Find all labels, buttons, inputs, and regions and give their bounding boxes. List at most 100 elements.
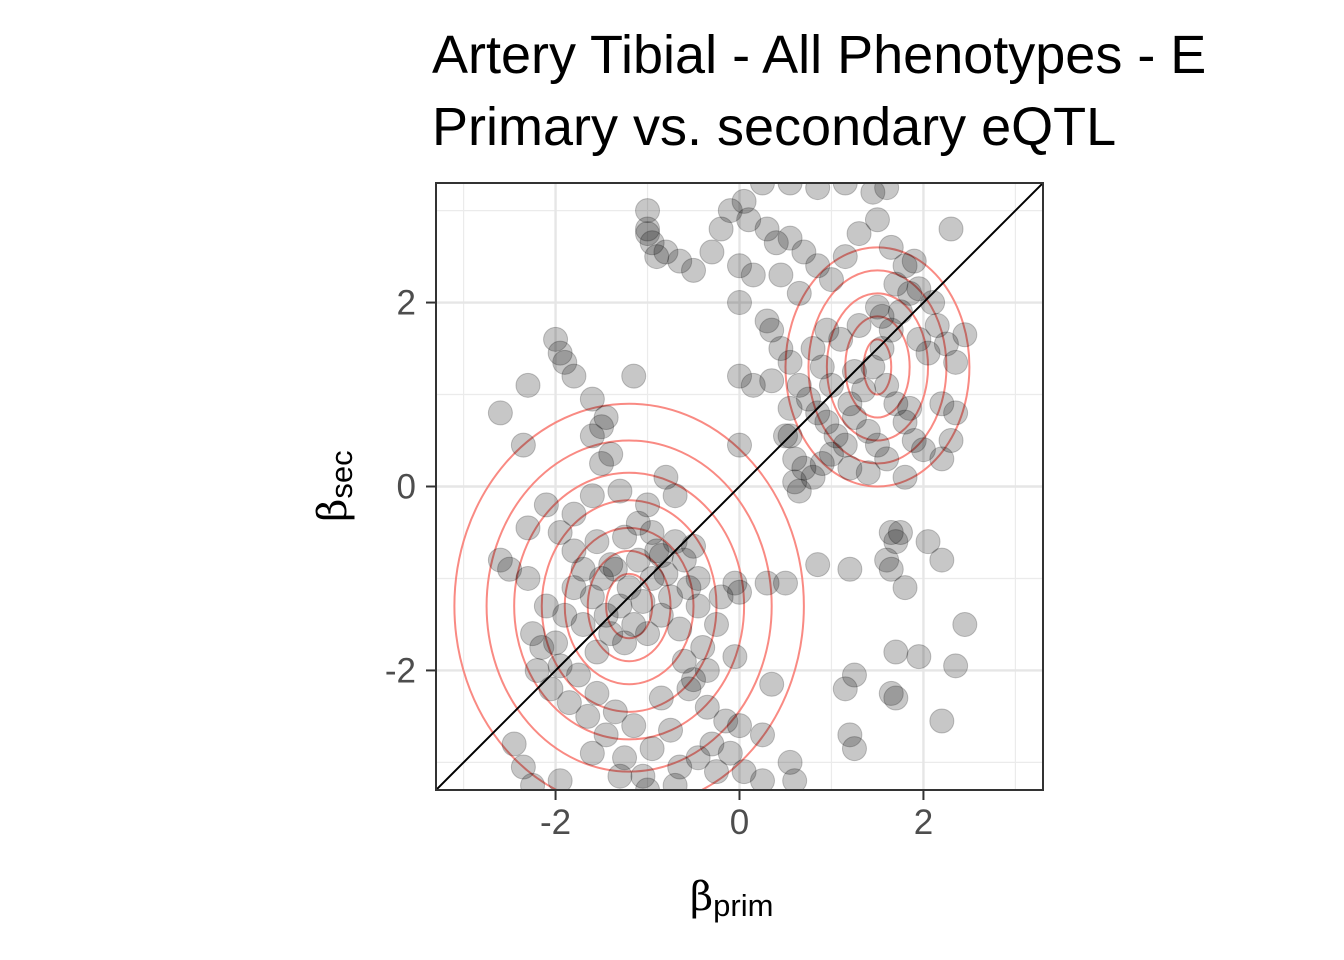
y-axis: -2 0 2: [385, 284, 436, 690]
data-point: [952, 611, 978, 637]
data-point: [846, 221, 872, 247]
data-point: [943, 400, 969, 426]
data-point: [883, 391, 909, 417]
data-point: [828, 326, 854, 352]
density-contour: [563, 526, 695, 686]
data-point: [547, 768, 573, 790]
data-point: [681, 533, 707, 559]
data-point: [561, 501, 587, 527]
data-point: [906, 326, 932, 352]
data-point: [639, 565, 665, 591]
data-point: [727, 290, 752, 316]
data-point: [754, 216, 780, 242]
data-point: [943, 653, 969, 679]
data-point: [561, 538, 587, 564]
data-point: [777, 749, 803, 775]
data-point: [777, 349, 803, 375]
data-point: [598, 552, 624, 578]
data-point: [800, 336, 826, 362]
data-point: [749, 183, 775, 196]
data-point: [704, 759, 730, 785]
data-point: [667, 754, 693, 780]
data-point: [658, 584, 684, 610]
data-point: [832, 244, 858, 270]
density-contour: [586, 549, 672, 663]
data-point: [883, 529, 909, 555]
data-point: [621, 611, 647, 637]
data-point: [547, 519, 573, 545]
data-point: [533, 593, 559, 619]
data-point: [515, 515, 541, 541]
data-point: [515, 565, 541, 591]
data-point: [759, 368, 785, 394]
data-point: [869, 336, 895, 362]
data-point: [851, 377, 877, 403]
data-point: [883, 639, 909, 665]
density-contour: [605, 572, 654, 640]
data-point: [681, 257, 707, 283]
data-point: [566, 662, 592, 688]
data-point: [708, 216, 734, 242]
data-point: [662, 529, 688, 555]
data-point: [906, 276, 932, 302]
data-point: [805, 400, 831, 426]
data-point: [791, 455, 817, 481]
data-point: [556, 690, 582, 716]
data-point: [630, 763, 656, 789]
data-point: [791, 239, 817, 265]
data-point: [855, 418, 881, 444]
data-point: [635, 221, 661, 247]
data-point: [639, 519, 665, 545]
data-point: [832, 676, 858, 702]
data-point: [929, 547, 955, 573]
density-contour: [453, 402, 805, 790]
data-point: [501, 731, 527, 757]
data-point: [878, 317, 904, 343]
data-point: [731, 188, 757, 214]
data-point: [933, 331, 959, 357]
data-point: [823, 423, 849, 449]
density-contour: [844, 315, 911, 419]
data-point: [929, 391, 955, 417]
data-point: [625, 510, 651, 536]
data-point: [768, 336, 794, 362]
data-point: [759, 671, 785, 697]
data-point: [685, 593, 711, 619]
data-point: [653, 239, 679, 265]
data-point: [924, 313, 950, 339]
data-point: [625, 547, 651, 573]
data-point: [579, 483, 605, 509]
data-point: [538, 676, 564, 702]
data-point: [648, 685, 674, 711]
data-point: [727, 363, 752, 389]
data-point: [841, 736, 867, 762]
data-point: [805, 183, 831, 201]
data-point: [598, 441, 624, 467]
data-point: [818, 267, 844, 293]
data-point: [593, 722, 619, 748]
data-point: [887, 299, 913, 325]
density-contour: [513, 471, 746, 741]
data-point: [805, 552, 831, 578]
data-point: [818, 441, 844, 467]
data-point: [635, 216, 661, 242]
data-point: [915, 529, 941, 555]
data-point: [487, 400, 513, 426]
data-point: [658, 717, 684, 743]
data-point: [487, 547, 513, 573]
data-point: [552, 602, 578, 628]
data-point: [910, 437, 936, 463]
data-point: [883, 685, 909, 711]
x-tick-label: 0: [730, 803, 749, 842]
data-point: [841, 662, 867, 688]
data-point: [671, 648, 697, 674]
data-point: [749, 768, 775, 790]
y-tick-label: 2: [397, 284, 416, 323]
data-point: [667, 248, 693, 274]
data-point: [653, 464, 679, 490]
x-tick-label: -2: [540, 803, 571, 842]
data-point: [593, 602, 619, 628]
data-point: [727, 253, 752, 279]
data-point: [805, 253, 831, 279]
data-point: [864, 294, 890, 320]
